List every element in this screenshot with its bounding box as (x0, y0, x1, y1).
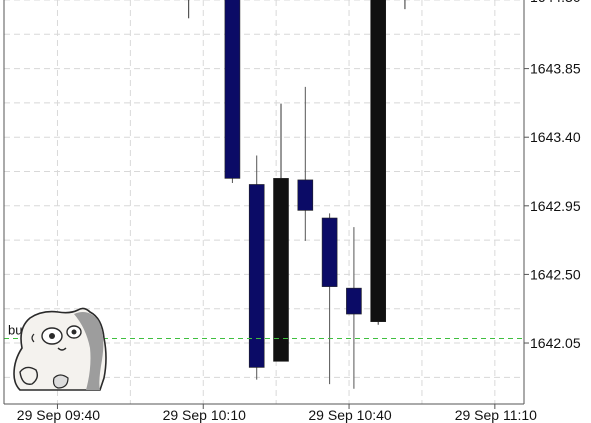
y-tick-label: 1642.05 (530, 335, 581, 351)
cat-sticker-icon (13, 307, 107, 391)
y-tick-labels: 1643.85 1643.40 1642.95 1642.50 1642.05 (524, 61, 581, 351)
y-tick-label: 1643.40 (530, 129, 581, 145)
candle-body (321, 217, 338, 287)
x-tick-labels: 29 Sep 09:40 29 Sep 10:10 29 Sep 10:40 29 S… (17, 404, 537, 423)
x-tick-label: 29 Sep 11:10 (455, 407, 537, 423)
candle-body (297, 179, 314, 211)
y-tick-label-partial: 1644.30 (530, 0, 581, 5)
candle-body (224, 0, 241, 179)
x-tick-label: 29 Sep 09:40 (17, 407, 101, 423)
y-tick-label: 1642.50 (530, 266, 581, 282)
y-tick-label: 1642.95 (530, 198, 581, 214)
candle-body (248, 184, 265, 368)
candle-body (370, 0, 387, 322)
candles (188, 0, 406, 389)
x-tick-label: 29 Sep 10:10 (163, 407, 247, 423)
axes: 1644.30 (3, 0, 581, 405)
y-tick-label: 1643.85 (530, 61, 581, 77)
candle-body (346, 287, 362, 315)
x-tick-label: 29 Sep 10:40 (308, 407, 392, 423)
candle-body (273, 178, 289, 362)
